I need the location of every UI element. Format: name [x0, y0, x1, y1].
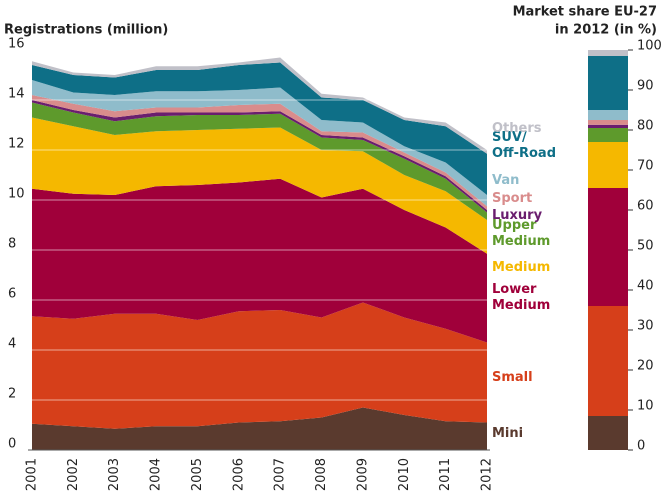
x-tick-label: 2006 — [231, 458, 246, 491]
legend-label: SUV/ Off-Road — [492, 130, 556, 161]
y-tick-label: 50 — [637, 239, 654, 254]
area — [32, 178, 487, 343]
x-tick-label: 2008 — [314, 458, 329, 491]
bar-segment — [588, 306, 628, 416]
bar-segment — [588, 110, 628, 120]
bar-segment — [588, 56, 628, 110]
legend-label: Small — [492, 370, 533, 385]
legend-label: Luxury — [492, 208, 543, 223]
y-tick-label: 0 — [8, 437, 16, 452]
bar-segment — [588, 124, 628, 128]
y-tick-label: 20 — [637, 359, 654, 374]
area — [32, 117, 487, 254]
x-tick-label: 2010 — [397, 458, 412, 491]
x-tick-label: 2007 — [273, 458, 288, 491]
legend-label: Lower Medium — [492, 282, 550, 313]
y-tick-label: 90 — [637, 79, 654, 94]
legend-label: Upper Medium — [492, 218, 550, 249]
x-tick-label: 2009 — [355, 458, 370, 491]
y-tick-label: 8 — [8, 237, 16, 252]
chart-title: Registrations (million) — [4, 23, 168, 38]
y-tick-label: 10 — [8, 187, 25, 202]
legend-label: Van — [492, 173, 519, 188]
area — [32, 102, 487, 220]
y-tick-label: 12 — [8, 137, 25, 152]
x-tick-label: 2011 — [438, 458, 453, 491]
x-tick-label: 2012 — [480, 458, 495, 491]
bar-segment — [588, 120, 628, 125]
bar-title: in 2012 (in %) — [555, 23, 657, 38]
x-tick-label: 2005 — [190, 458, 205, 491]
x-tick-label: 2001 — [25, 458, 40, 491]
legend-label: Sport — [492, 191, 532, 206]
y-tick-label: 100 — [637, 39, 662, 54]
x-tick-label: 2002 — [66, 458, 81, 491]
legend-label: Mini — [492, 426, 523, 441]
y-tick-label: 0 — [637, 439, 645, 454]
area — [32, 100, 487, 213]
y-tick-label: 10 — [637, 399, 654, 414]
y-tick-label: 4 — [8, 337, 16, 352]
area — [32, 302, 487, 429]
y-tick-label: 14 — [8, 87, 25, 102]
bar-segment — [588, 50, 628, 56]
x-tick-label: 2004 — [149, 458, 164, 491]
bar-segment — [588, 416, 628, 450]
x-tick-label: 2003 — [107, 458, 122, 491]
bar-segment — [588, 142, 628, 188]
legend-label: Others — [492, 121, 542, 136]
y-tick-label: 60 — [637, 199, 654, 214]
y-tick-label: 40 — [637, 279, 654, 294]
area — [32, 62, 487, 195]
bar-segment — [588, 128, 628, 142]
legend-label: Medium — [492, 260, 550, 275]
area — [32, 95, 487, 210]
bar-title: Market share EU-27 — [513, 5, 657, 20]
y-tick-label: 80 — [637, 119, 654, 134]
y-tick-label: 70 — [637, 159, 654, 174]
area — [32, 407, 487, 450]
bar-segment — [588, 188, 628, 306]
y-tick-label: 30 — [637, 319, 654, 334]
y-tick-label: 2 — [8, 387, 16, 402]
y-tick-label: 6 — [8, 287, 16, 302]
area — [32, 80, 487, 207]
y-tick-label: 16 — [8, 37, 25, 52]
